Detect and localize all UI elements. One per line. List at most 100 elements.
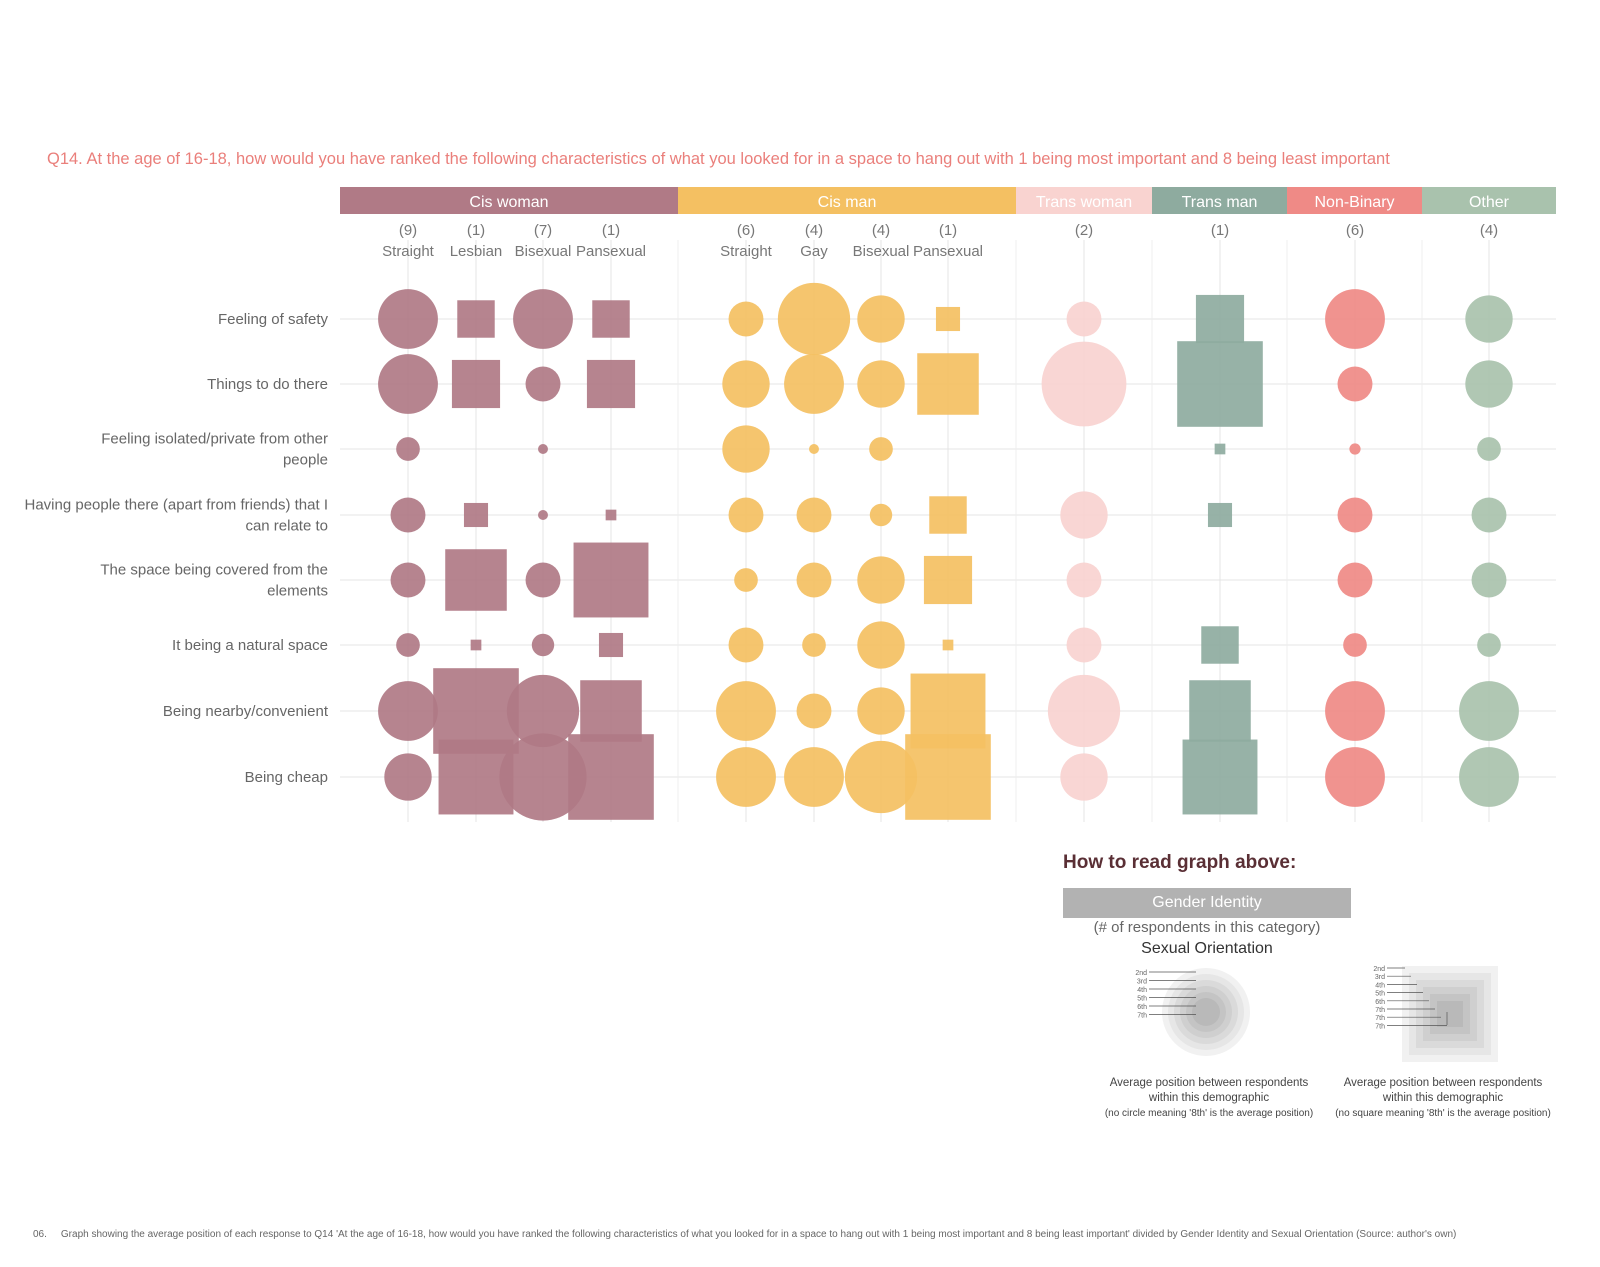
data-circle: [728, 497, 764, 533]
data-square: [1207, 502, 1233, 528]
data-circle: [716, 747, 776, 807]
subgroup-count-label: (1): [939, 222, 957, 239]
data-circle: [796, 562, 832, 598]
legend-count-label: (# of respondents in this category): [1093, 919, 1321, 936]
data-circle: [1066, 627, 1102, 663]
data-circle: [1471, 562, 1507, 598]
data-square: [929, 496, 967, 534]
data-square: [935, 306, 961, 332]
chart-title: Q14. At the age of 16-18, how would you …: [47, 150, 1390, 168]
legend-square-rank-label: 6th: [1375, 999, 1385, 1006]
legend-circle-rank-label: 7th: [1137, 1013, 1147, 1020]
legend-square-rank-label: 3rd: [1375, 974, 1385, 981]
data-square: [1201, 626, 1239, 664]
data-circle: [531, 633, 555, 657]
legend-circle-rank-label: 4th: [1137, 987, 1147, 994]
subgroup-count-label: (4): [872, 222, 890, 239]
legend-square-rank-label: 5th: [1375, 991, 1385, 998]
data-circle: [844, 740, 918, 814]
legend-square-ring: [1409, 973, 1491, 1055]
legend-square-description: Average position between respondents wit…: [1328, 1076, 1558, 1121]
subgroup-count-label: (1): [467, 222, 485, 239]
subgroup-count-label: (9): [399, 222, 417, 239]
subgroup-count-label: (4): [805, 222, 823, 239]
data-circle: [538, 510, 548, 520]
data-circle: [499, 733, 587, 821]
data-circle: [1465, 360, 1513, 408]
data-square: [445, 549, 507, 611]
subgroup-name-label: Bisexual: [515, 243, 572, 260]
data-circle: [857, 687, 905, 735]
data-circle: [869, 437, 893, 461]
data-square: [592, 300, 630, 338]
legend-square-ring: [1437, 1001, 1463, 1027]
data-square: [1189, 680, 1251, 742]
legend-circle-description: Average position between respondents wit…: [1094, 1076, 1324, 1121]
subgroup-count-label: (1): [1211, 222, 1229, 239]
group-header-label: Non-Binary: [1314, 194, 1394, 211]
data-circle: [506, 674, 580, 748]
data-square: [580, 680, 642, 742]
data-circle: [802, 633, 826, 657]
data-circle: [857, 360, 905, 408]
legend-square-note: (no square meaning '8th' is the average …: [1335, 1108, 1551, 1119]
group-header-bar: [1422, 187, 1556, 214]
data-circle: [1477, 437, 1501, 461]
group-header-bar: [1152, 187, 1287, 214]
data-circle: [378, 354, 438, 414]
data-circle: [525, 562, 561, 598]
row-label: Having people there (apart from friends)…: [25, 497, 329, 535]
legend-circle-desc-text: Average position between respondents wit…: [1109, 1077, 1309, 1104]
data-circle: [784, 747, 844, 807]
data-circle: [1471, 497, 1507, 533]
legend-circle-ring: [1186, 992, 1226, 1032]
data-circle: [525, 366, 561, 402]
data-circle: [728, 627, 764, 663]
data-circle: [1337, 497, 1373, 533]
subgroup-count-label: (4): [1480, 222, 1498, 239]
data-circle: [384, 753, 432, 801]
data-square: [568, 734, 654, 820]
data-circle: [1325, 289, 1385, 349]
data-square: [573, 542, 649, 618]
data-circle: [1337, 562, 1373, 598]
data-circle: [1060, 491, 1108, 539]
data-square: [1214, 443, 1226, 455]
data-circle: [378, 681, 438, 741]
legend-title: How to read graph above:: [1063, 852, 1297, 873]
data-circle: [722, 425, 770, 473]
row-label: The space being covered from the elements: [100, 562, 328, 600]
subgroup-name-label: Pansexual: [913, 243, 983, 260]
subgroup-name-label: Gay: [800, 243, 828, 260]
data-circle: [1325, 747, 1385, 807]
legend-square-rank-label: 2nd: [1373, 966, 1385, 973]
data-circle: [809, 444, 819, 454]
row-label: Being cheap: [245, 769, 328, 786]
data-circle: [784, 354, 844, 414]
data-circle: [1325, 681, 1385, 741]
caption-text: Graph showing the average position of ea…: [60, 1229, 1457, 1240]
data-square: [1195, 294, 1245, 344]
row-label: Things to do there: [207, 376, 328, 393]
data-square: [433, 668, 519, 754]
group-header-label: Trans woman: [1036, 194, 1132, 211]
data-square: [451, 359, 501, 409]
data-square: [457, 300, 495, 338]
subgroup-name-label: Lesbian: [450, 243, 503, 260]
data-circle: [1465, 295, 1513, 343]
data-square: [1182, 739, 1258, 815]
row-label: It being a natural space: [172, 637, 328, 654]
caption-number: 06.: [33, 1229, 47, 1240]
subgroup-name-label: Straight: [720, 243, 773, 260]
data-circle: [396, 437, 420, 461]
row-label: Feeling of safety: [218, 311, 329, 328]
data-circle: [1066, 301, 1102, 337]
legend-circle-rank-label: 6th: [1137, 1004, 1147, 1011]
legend-circle-ring: [1168, 974, 1244, 1050]
data-circle: [513, 289, 573, 349]
group-header-label: Cis woman: [469, 194, 548, 211]
data-circle: [857, 621, 905, 669]
data-square: [917, 353, 979, 415]
data-circle: [869, 503, 893, 527]
legend-circle-ring: [1192, 998, 1220, 1026]
